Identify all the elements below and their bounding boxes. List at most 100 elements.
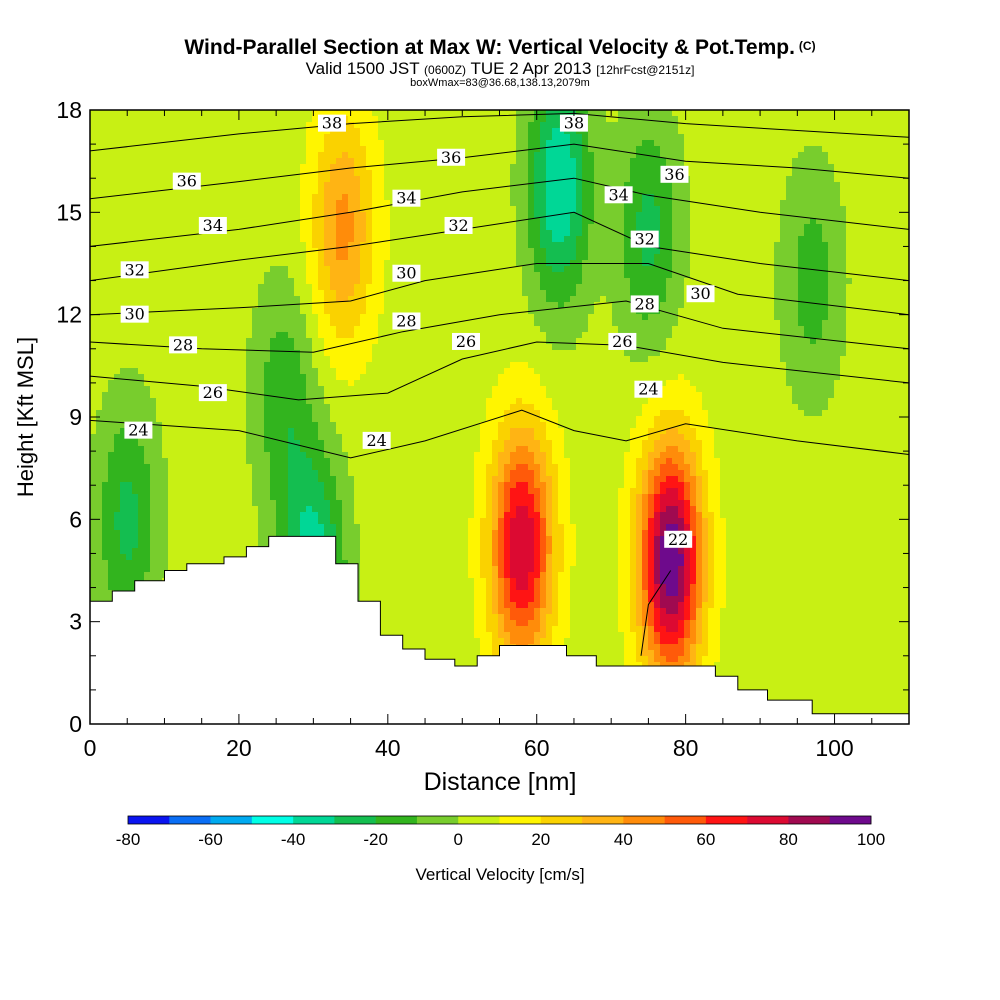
field-cell (216, 116, 223, 123)
field-cell (288, 110, 295, 117)
field-cell (120, 446, 127, 453)
field-cell (132, 548, 139, 555)
field-cell (138, 224, 145, 231)
field-cell (192, 452, 199, 459)
field-cell (264, 308, 271, 315)
field-cell (228, 302, 235, 309)
field-cell (234, 170, 241, 177)
field-cell (282, 230, 289, 237)
field-cell (258, 134, 265, 141)
field-cell (336, 470, 343, 477)
field-cell (102, 140, 109, 147)
field-cell (132, 254, 139, 261)
field-cell (336, 308, 343, 315)
field-cell (180, 236, 187, 243)
field-cell (252, 452, 259, 459)
field-cell (354, 542, 361, 549)
field-cell (372, 176, 379, 183)
field-cell (156, 182, 163, 189)
field-cell (210, 236, 217, 243)
field-cell (294, 266, 301, 273)
field-cell (276, 434, 283, 441)
field-cell (114, 152, 121, 159)
field-cell (144, 236, 151, 243)
field-cell (132, 560, 139, 567)
field-cell (180, 266, 187, 273)
field-cell (108, 572, 115, 579)
field-cell (150, 290, 157, 297)
field-cell (258, 218, 265, 225)
field-cell (336, 380, 343, 387)
field-cell (294, 320, 301, 327)
field-cell (198, 446, 205, 453)
field-cell (216, 452, 223, 459)
field-cell (294, 422, 301, 429)
field-cell (270, 368, 277, 375)
field-cell (264, 446, 271, 453)
field-cell (204, 488, 211, 495)
field-cell (318, 494, 325, 501)
field-cell (336, 542, 343, 549)
field-cell (318, 182, 325, 189)
field-cell (132, 476, 139, 483)
field-cell (336, 206, 343, 213)
field-cell (246, 410, 253, 417)
field-cell (270, 134, 277, 141)
field-cell (276, 116, 283, 123)
field-cell (330, 278, 337, 285)
field-cell (330, 512, 337, 519)
field-cell (102, 530, 109, 537)
field-cell (366, 596, 373, 603)
field-cell (216, 416, 223, 423)
field-cell (306, 350, 313, 357)
field-cell (324, 152, 331, 159)
field-cell (156, 542, 163, 549)
field-cell (114, 236, 121, 243)
field-cell (252, 152, 259, 159)
field-cell (90, 458, 97, 465)
field-cell (264, 428, 271, 435)
field-cell (120, 278, 127, 285)
field-cell (360, 350, 367, 357)
field-cell (270, 116, 277, 123)
field-cell (264, 500, 271, 507)
field-cell (312, 164, 319, 171)
field-cell (192, 374, 199, 381)
field-cell (288, 302, 295, 309)
field-cell (252, 314, 259, 321)
field-cell (354, 536, 361, 543)
field-cell (192, 152, 199, 159)
field-cell (90, 296, 97, 303)
field-cell (186, 236, 193, 243)
field-cell (324, 452, 331, 459)
field-cell (96, 482, 103, 489)
field-cell (210, 308, 217, 315)
field-cell (294, 344, 301, 351)
field-cell (288, 248, 295, 255)
field-cell (234, 230, 241, 237)
field-cell (336, 458, 343, 465)
field-cell (330, 248, 337, 255)
field-cell (330, 518, 337, 525)
field-cell (294, 182, 301, 189)
field-cell (270, 230, 277, 237)
field-cell (126, 506, 133, 513)
field-cell (288, 338, 295, 345)
field-cell (138, 182, 145, 189)
field-cell (156, 320, 163, 327)
field-cell (216, 206, 223, 213)
field-cell (204, 458, 211, 465)
field-cell (114, 170, 121, 177)
field-cell (174, 134, 181, 141)
field-cell (288, 356, 295, 363)
field-cell (354, 518, 361, 525)
field-cell (216, 404, 223, 411)
field-cell (252, 542, 259, 549)
field-cell (258, 248, 265, 255)
field-cell (138, 386, 145, 393)
field-cell (336, 284, 343, 291)
field-cell (114, 218, 121, 225)
field-cell (150, 440, 157, 447)
field-cell (270, 242, 277, 249)
